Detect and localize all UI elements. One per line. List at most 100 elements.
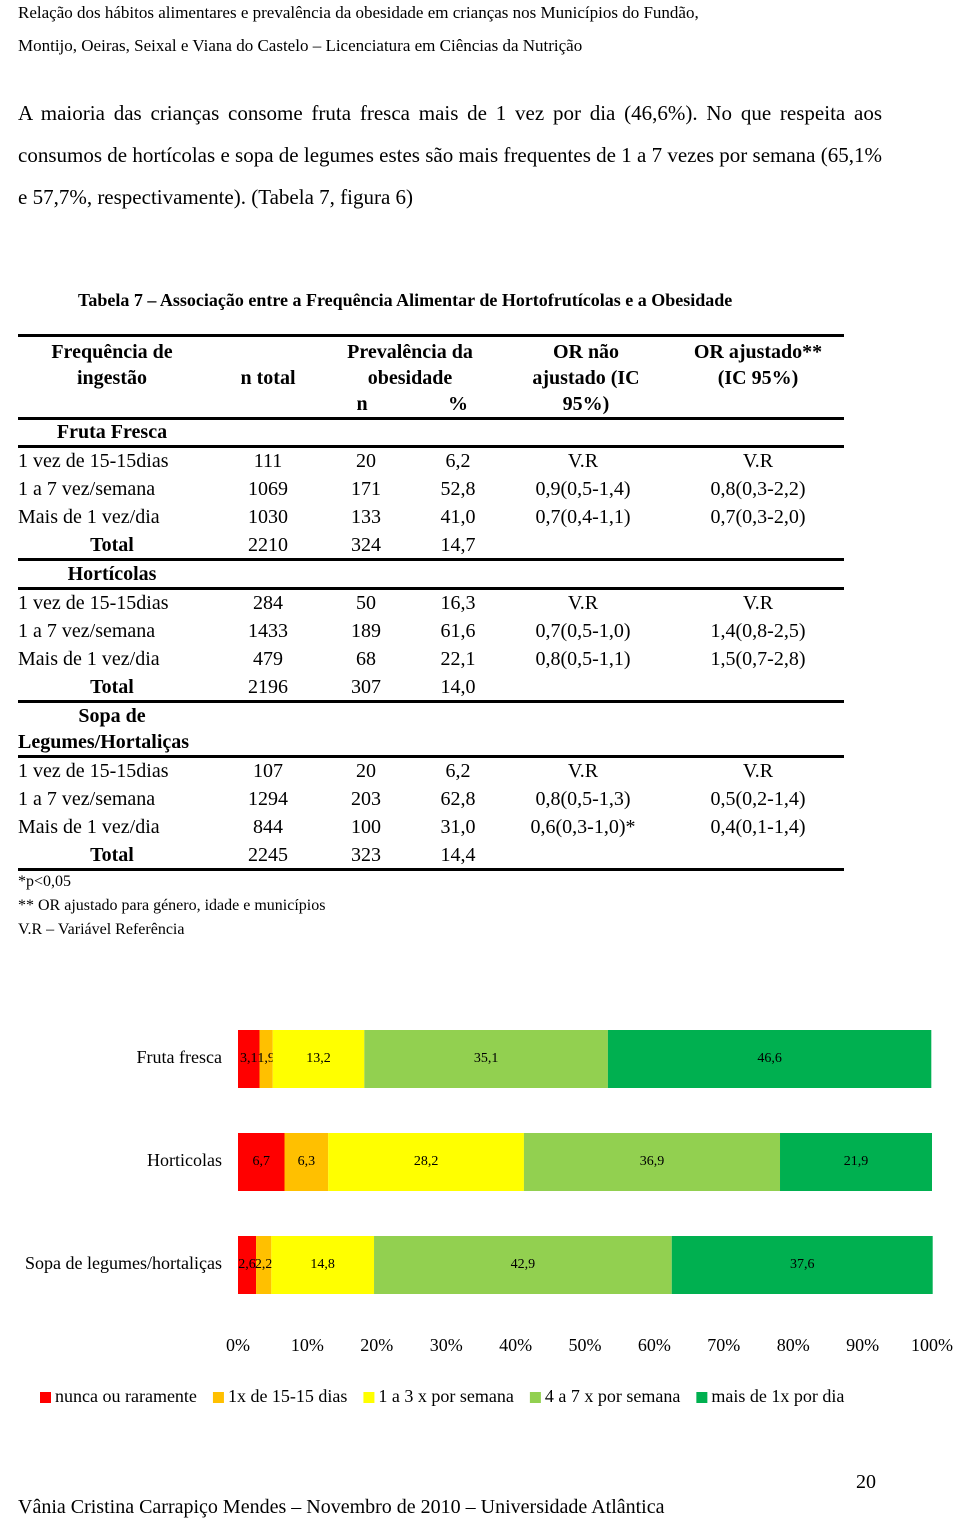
- column-header: Frequência de: [51, 341, 173, 363]
- cell: V.R: [742, 760, 774, 782]
- legend-swatch: [40, 1392, 51, 1403]
- data-label: 37,6: [790, 1257, 815, 1272]
- row-label: Mais de 1 vez/dia: [18, 506, 160, 528]
- rule: [18, 755, 844, 758]
- column-header: Prevalência da: [347, 341, 473, 363]
- cell: 111: [253, 450, 283, 472]
- cell: 844: [253, 816, 283, 838]
- rule: [18, 868, 844, 871]
- row-label: 1 a 7 vez/semana: [18, 478, 156, 500]
- total-cell: 2196: [248, 676, 288, 698]
- bar-segment: [256, 1236, 272, 1294]
- cell: 50: [356, 592, 376, 614]
- x-tick-label: 100%: [911, 1335, 953, 1355]
- running-header: Relação dos hábitos alimentares e preval…: [18, 3, 699, 22]
- bar-segment: [271, 1236, 375, 1294]
- cell: 171: [351, 478, 381, 500]
- x-tick-label: 10%: [291, 1335, 324, 1355]
- bar-segment: [523, 1133, 781, 1191]
- bar-segment: [780, 1133, 932, 1191]
- cell: V.R: [567, 450, 599, 472]
- total-label: Total: [90, 534, 134, 556]
- legend-label: 1x de 15-15 dias: [228, 1386, 347, 1406]
- cell: V.R: [742, 450, 774, 472]
- cell: 189: [351, 620, 381, 642]
- bar-segment: [238, 1236, 257, 1294]
- row-label: 1 a 7 vez/semana: [18, 620, 156, 642]
- row-label: Mais de 1 vez/dia: [18, 648, 160, 670]
- data-label: 21,9: [844, 1154, 869, 1169]
- group-title: Legumes/Hortaliças: [18, 731, 190, 753]
- cell: 31,0: [440, 816, 476, 838]
- x-tick-label: 30%: [430, 1335, 463, 1355]
- data-label: 28,2: [414, 1154, 439, 1169]
- running-header: Montijo, Oeiras, Seixal e Viana do Caste…: [18, 36, 583, 55]
- row-label: 1 a 7 vez/semana: [18, 788, 156, 810]
- row-label: 1 vez de 15-15dias: [18, 592, 169, 614]
- group-title: Sopa de: [78, 705, 146, 727]
- cell: 0,4(0,1-1,4): [710, 816, 806, 838]
- column-header: obesidade: [367, 367, 453, 389]
- cell: 6,2: [445, 760, 471, 782]
- total-label: Total: [90, 844, 134, 866]
- row-label: 1 vez de 15-15dias: [18, 760, 169, 782]
- cell: 133: [351, 506, 381, 528]
- cell: 479: [253, 648, 283, 670]
- cell: 20: [356, 450, 376, 472]
- legend-swatch: [696, 1392, 708, 1403]
- group-title: Fruta Fresca: [56, 421, 168, 443]
- data-label: 1,9: [257, 1051, 275, 1066]
- data-label: 2,2: [255, 1257, 273, 1272]
- paragraph: A maioria das crianças consome fruta fre…: [18, 101, 882, 209]
- footer: Vânia Cristina Carrapiço Mendes – Novemb…: [18, 1496, 665, 1518]
- cell: 107: [253, 760, 283, 782]
- bar-segment: [364, 1030, 608, 1088]
- data-label: 36,9: [640, 1154, 665, 1169]
- rule: [18, 700, 844, 703]
- total-cell: 14,7: [440, 534, 476, 556]
- x-tick-label: 50%: [569, 1335, 602, 1355]
- total-label: Total: [90, 676, 134, 698]
- cell: 0,8(0,5-1,3): [535, 788, 631, 810]
- column-header: 95%): [562, 393, 610, 415]
- x-tick-label: 20%: [360, 1335, 393, 1355]
- rule: [18, 558, 844, 561]
- row-label: Mais de 1 vez/dia: [18, 816, 160, 838]
- legend-swatch: [212, 1392, 224, 1403]
- total-cell: 323: [351, 844, 381, 866]
- cell: 20: [356, 760, 376, 782]
- cell: 52,8: [440, 478, 476, 500]
- chart: Fruta fresca 3,1 1,9 13,2 35,1 46,6 Horticolas…: [25, 1030, 953, 1406]
- x-tick-label: 40%: [499, 1335, 532, 1355]
- data-label: 2,6: [238, 1257, 256, 1272]
- group-title: Hortícolas: [67, 563, 157, 585]
- column-header: ingestão: [77, 367, 147, 389]
- cell: 22,1: [440, 648, 476, 670]
- legend-label: nunca ou raramente: [55, 1386, 197, 1406]
- cell: 1,4(0,8-2,5): [710, 620, 806, 642]
- cell: 0,9(0,5-1,4): [535, 478, 631, 500]
- column-header: (IC 95%): [717, 367, 799, 389]
- row-label: 1 vez de 15-15dias: [18, 450, 169, 472]
- cell: 1433: [248, 620, 288, 642]
- x-tick-label: 80%: [777, 1335, 810, 1355]
- column-header: %: [448, 393, 468, 415]
- cell: 1,5(0,7-2,8): [710, 648, 806, 670]
- bar-segment: [284, 1133, 329, 1191]
- legend-label: 4 a 7 x por semana: [545, 1386, 680, 1406]
- column-header: OR não: [552, 341, 620, 363]
- column-header: n total: [240, 367, 296, 389]
- column-header: ajustado (IC: [532, 367, 640, 389]
- total-cell: 2210: [248, 534, 288, 556]
- footnote: *p<0,05: [18, 873, 72, 890]
- cell: 68: [356, 648, 376, 670]
- category-label: Fruta fresca: [137, 1047, 222, 1067]
- x-tick-label: 60%: [638, 1335, 671, 1355]
- data-label: 3,1: [240, 1051, 258, 1066]
- cell: V.R: [567, 592, 599, 614]
- data-label: 6,3: [298, 1154, 316, 1169]
- cell: 203: [351, 788, 381, 810]
- data-label: 46,6: [757, 1051, 782, 1066]
- cell: V.R: [567, 760, 599, 782]
- category-label: Horticolas: [147, 1150, 222, 1170]
